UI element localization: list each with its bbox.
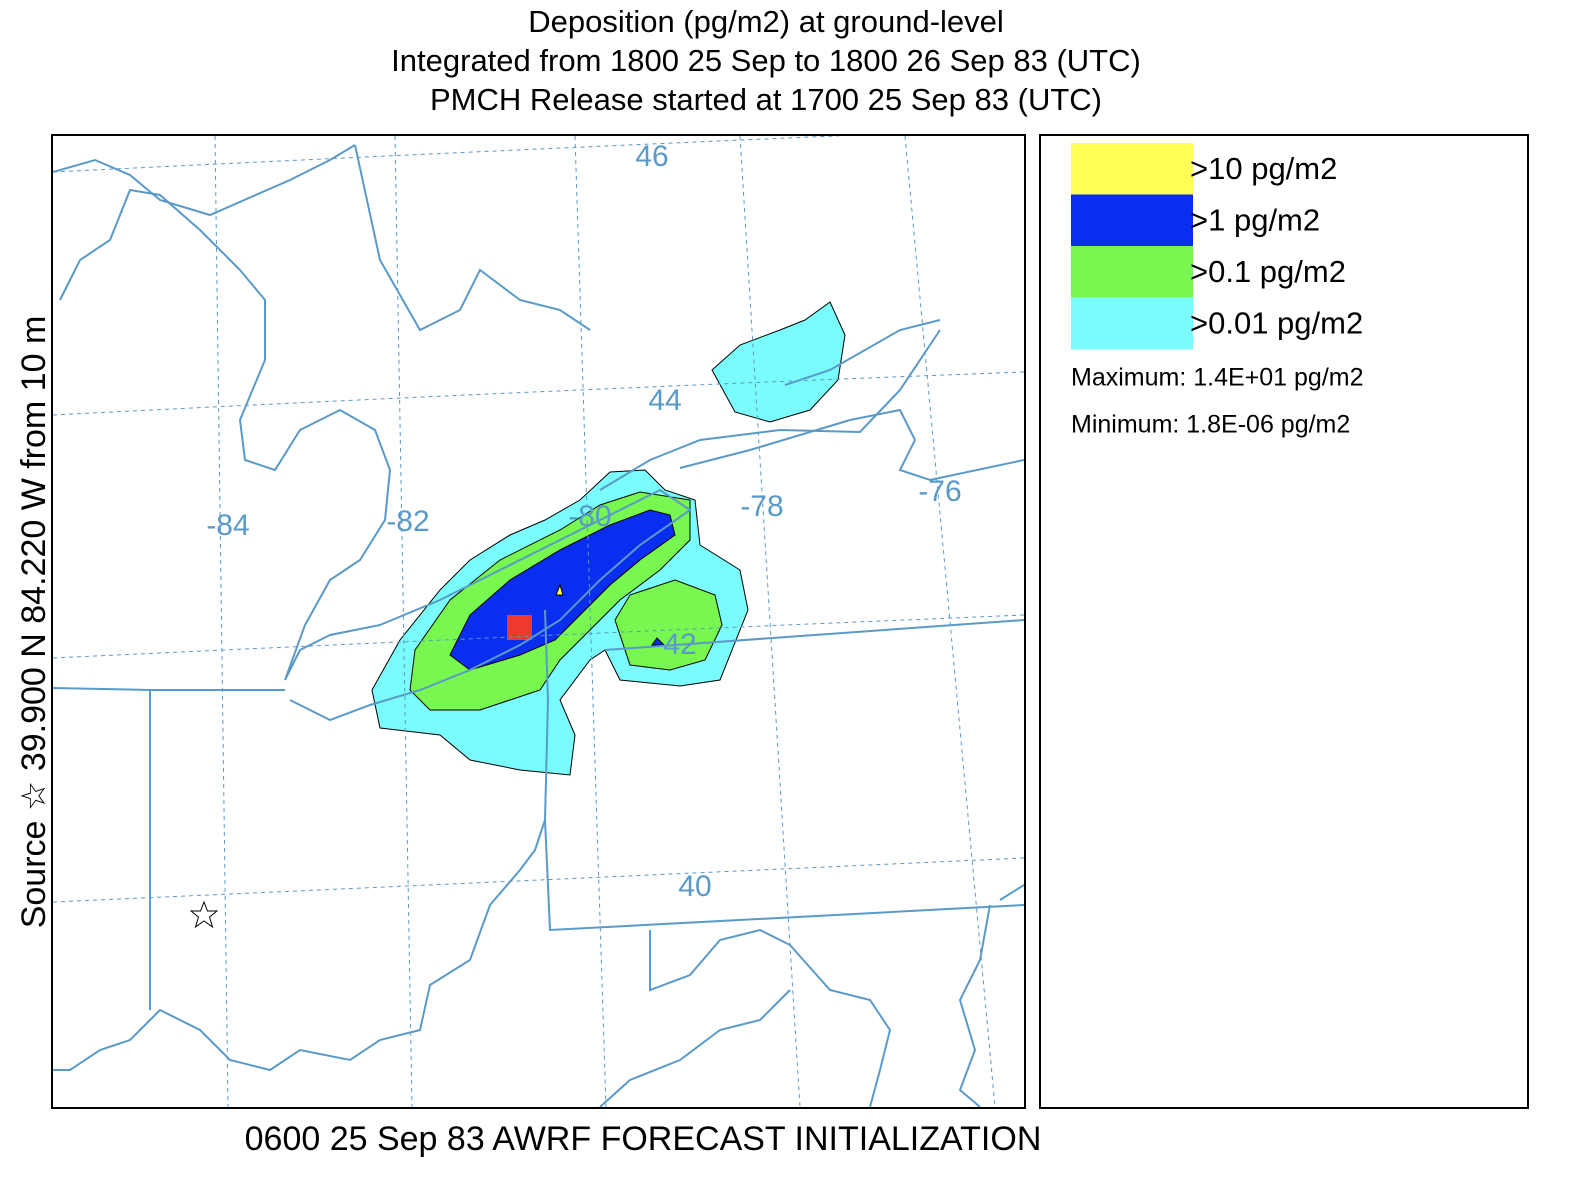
- legend-swatch: [1071, 297, 1193, 350]
- lat-label: 40: [678, 870, 711, 903]
- legend-frame: [1039, 134, 1529, 1109]
- lon-label: -78: [740, 490, 783, 523]
- title-line: Integrated from 1800 25 Sep to 1800 26 S…: [391, 43, 1141, 78]
- legend-label: >10 pg/m2: [1190, 151, 1337, 186]
- source-label: Source ☆ 39.900 N 84.220 W from 10 m: [15, 316, 53, 929]
- maximum-label: Maximum: 1.4E+01 pg/m2: [1071, 364, 1364, 392]
- lon-label: -80: [568, 500, 611, 533]
- lon-label: -82: [386, 505, 429, 538]
- legend-label: >0.1 pg/m2: [1190, 254, 1346, 289]
- minimum-label: Minimum: 1.8E-06 pg/m2: [1071, 411, 1350, 439]
- legend-label: >1 pg/m2: [1190, 203, 1320, 238]
- legend-swatch: [1071, 143, 1193, 195]
- boundaries: [53, 144, 1024, 1107]
- lat-label: 42: [663, 628, 696, 661]
- lon-label: -84: [206, 509, 249, 542]
- map: 46 44 42 40 -84 -82 -80 -78 -76: [51, 134, 1026, 1109]
- map-frame: [51, 134, 1026, 1109]
- legend-label: >0.01 pg/m2: [1190, 306, 1363, 341]
- legend: Maximum: 1.4E+01 pg/m2 Minimum: 1.8E-06 …: [1039, 134, 1529, 1109]
- lat-label: 44: [648, 384, 681, 417]
- lon-label: -76: [918, 475, 961, 508]
- legend-swatch: [1071, 194, 1193, 247]
- title-line: PMCH Release started at 1700 25 Sep 83 (…: [430, 82, 1102, 117]
- title-line: Deposition (pg/m2) at ground-level: [528, 4, 1004, 39]
- legend-swatch: [1071, 246, 1193, 298]
- lat-label: 46: [635, 140, 668, 173]
- source-marker: [189, 900, 219, 929]
- footer: 0600 25 Sep 83 AWRF FORECAST INITIALIZAT…: [245, 1120, 1042, 1158]
- plume: [371, 301, 846, 776]
